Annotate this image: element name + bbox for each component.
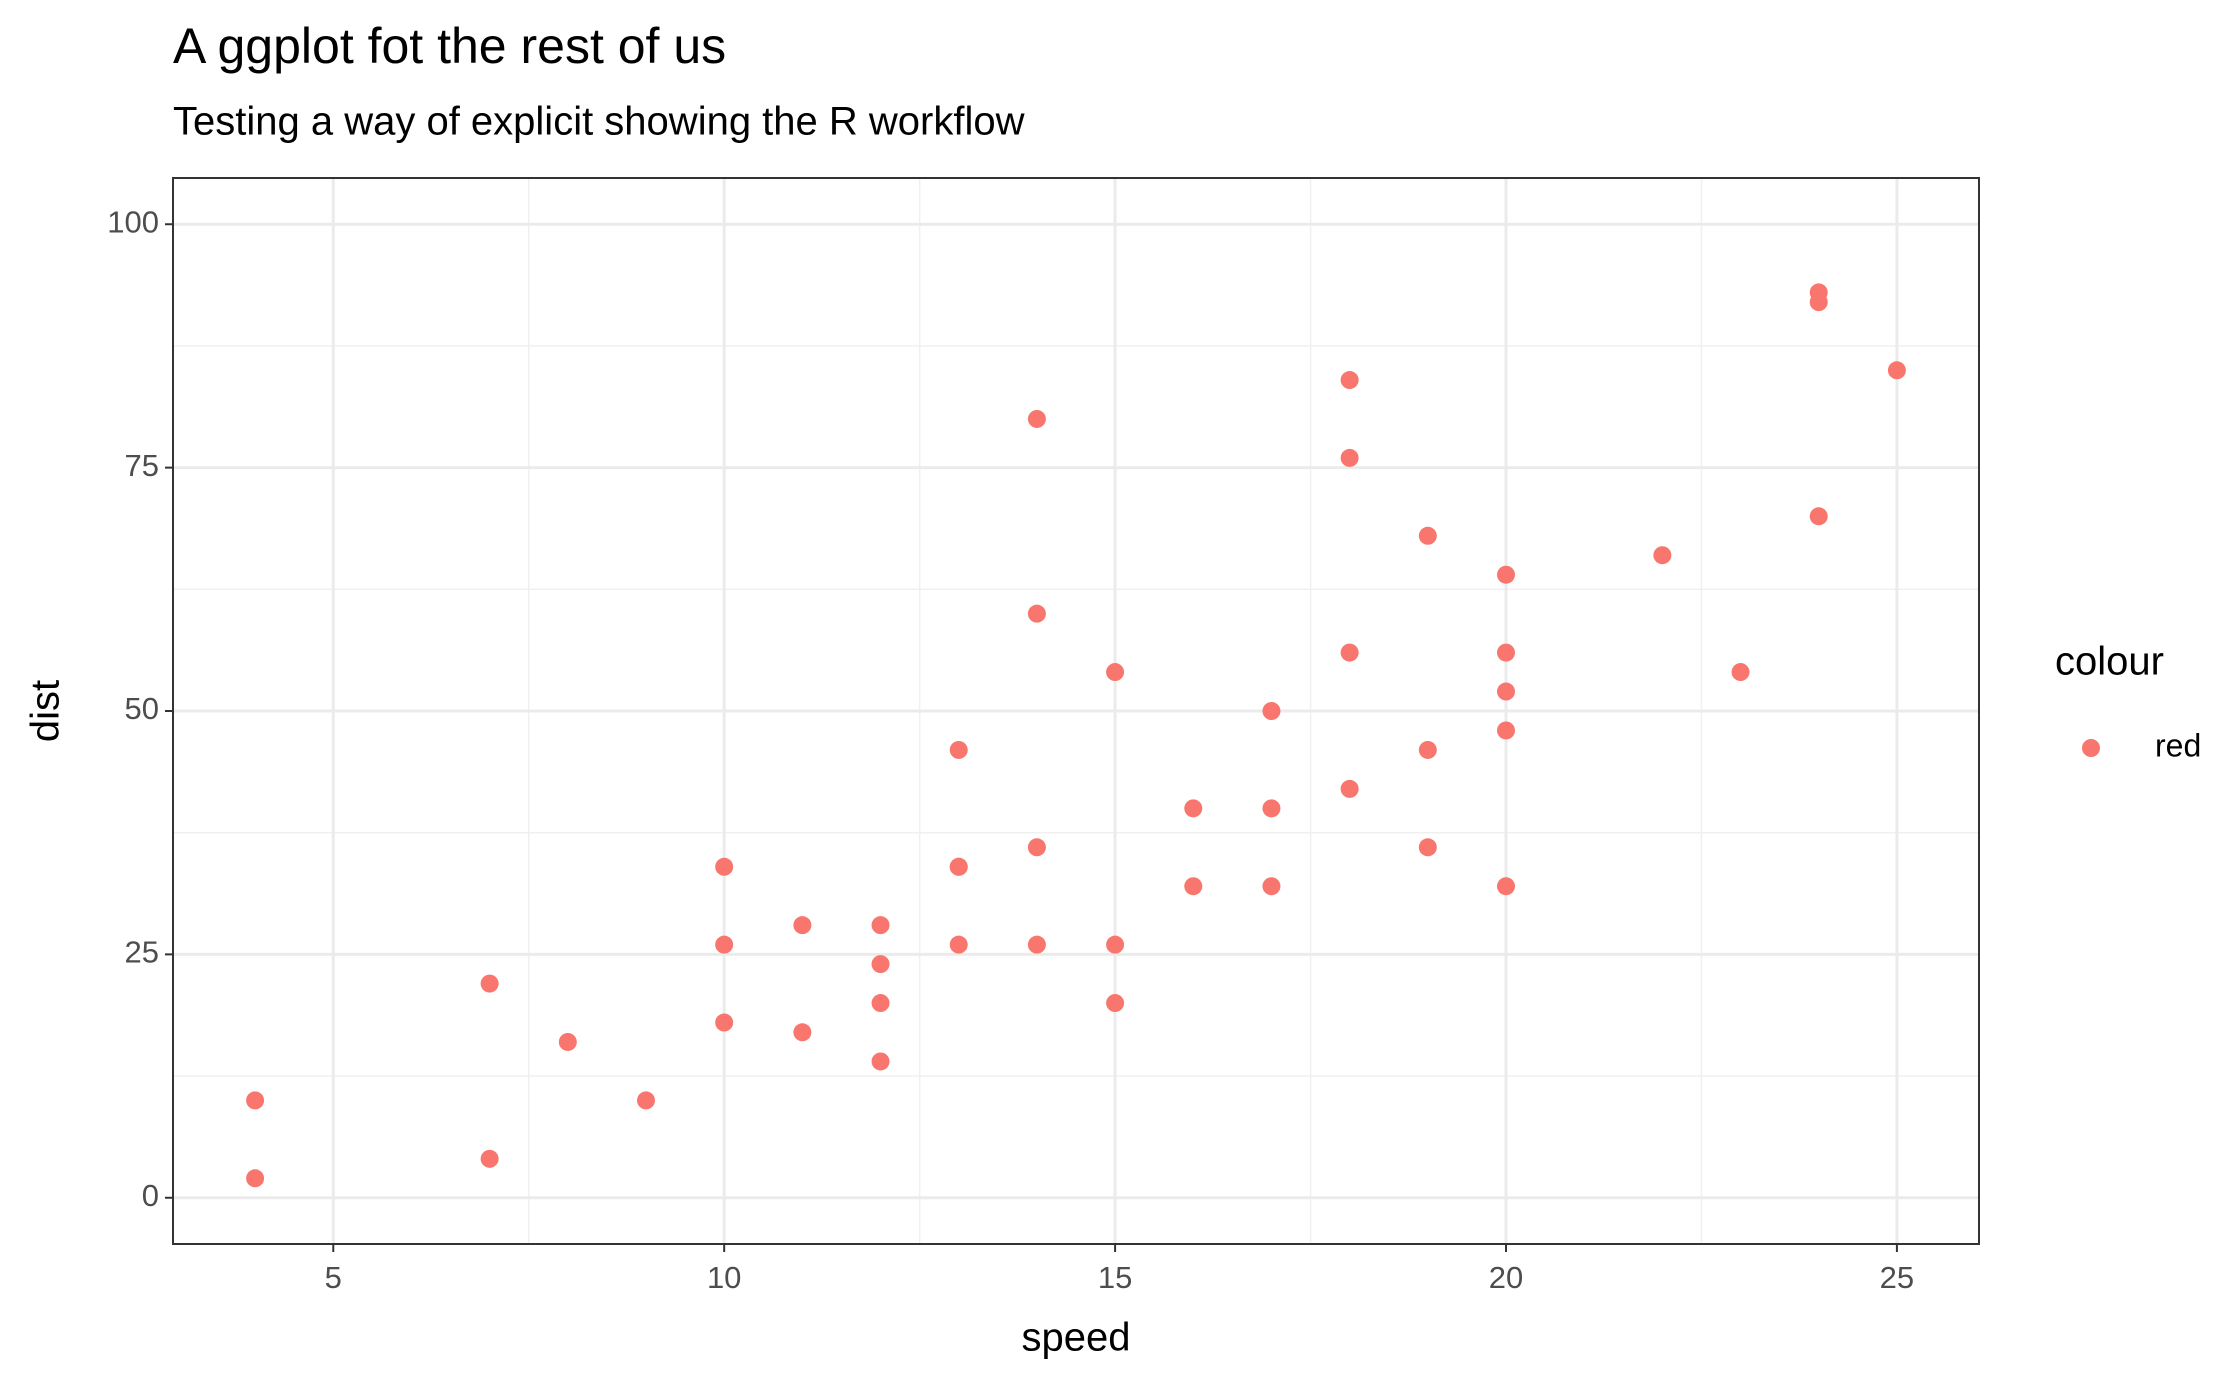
point — [715, 1013, 734, 1032]
point — [1262, 702, 1281, 720]
point — [1497, 721, 1515, 740]
legend-label: red — [2155, 727, 2201, 763]
point — [871, 955, 890, 974]
y-tick-label: 0 — [142, 1178, 159, 1213]
point — [637, 1091, 655, 1110]
point — [1731, 663, 1750, 682]
point — [1497, 643, 1515, 662]
point — [246, 1169, 265, 1188]
x-tick-label: 10 — [707, 1260, 741, 1295]
point — [558, 1032, 577, 1051]
point — [1340, 448, 1359, 467]
point — [1262, 799, 1281, 818]
legend-title: colour — [2055, 640, 2164, 684]
point — [480, 1149, 499, 1168]
point — [871, 916, 890, 935]
point — [1262, 877, 1281, 896]
point — [1418, 740, 1437, 759]
legend-key — [2082, 739, 2100, 757]
point — [1809, 283, 1828, 302]
point — [1027, 935, 1046, 954]
y-tick-label: 100 — [107, 204, 159, 239]
x-axis-title: speed — [1022, 1316, 1131, 1360]
x-tick-label: 5 — [325, 1260, 342, 1295]
point — [246, 1091, 265, 1110]
point — [871, 1052, 890, 1071]
point — [949, 857, 968, 876]
point — [1340, 371, 1359, 390]
chart-title: A ggplot fot the rest of us — [173, 18, 726, 74]
point — [793, 1023, 812, 1042]
x-tick-label: 15 — [1098, 1260, 1132, 1295]
point — [1106, 663, 1125, 682]
point — [1027, 409, 1046, 428]
point — [1887, 361, 1906, 380]
point — [871, 994, 890, 1013]
y-axis-title: dist — [24, 680, 68, 742]
y-tick-label: 50 — [125, 691, 159, 726]
point — [949, 740, 968, 759]
point — [1418, 526, 1437, 545]
point — [1418, 838, 1437, 857]
point — [480, 974, 499, 993]
point — [1497, 565, 1515, 584]
x-tick-label: 25 — [1880, 1260, 1914, 1295]
point — [1184, 799, 1203, 818]
point — [793, 916, 812, 935]
point — [1106, 935, 1125, 954]
y-tick-label: 25 — [125, 935, 159, 970]
panel-border — [172, 177, 1980, 1245]
point — [1653, 546, 1672, 565]
point — [1340, 643, 1359, 662]
y-tick-label: 75 — [125, 448, 159, 483]
point — [1497, 682, 1515, 701]
point — [1497, 877, 1515, 896]
point — [1340, 779, 1359, 798]
point — [949, 935, 968, 954]
point — [1809, 507, 1828, 526]
point — [715, 935, 734, 954]
point — [1027, 604, 1046, 623]
chart-subtitle: Testing a way of explicit showing the R … — [173, 100, 1025, 144]
point — [1184, 877, 1203, 896]
point — [715, 857, 734, 876]
x-tick-label: 20 — [1489, 1260, 1523, 1295]
point — [1027, 838, 1046, 857]
point — [1106, 994, 1125, 1013]
